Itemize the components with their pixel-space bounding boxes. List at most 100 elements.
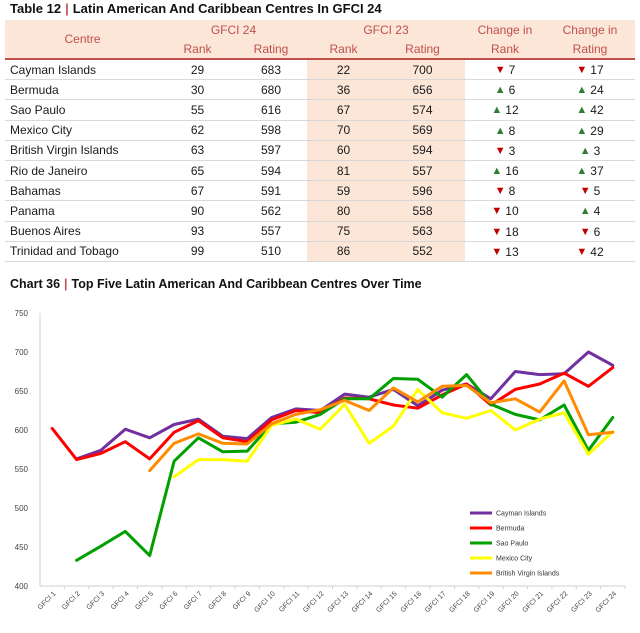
rank-23: 22 — [307, 59, 380, 81]
y-tick-label: 600 — [15, 426, 29, 435]
change-rank-value: 3 — [508, 143, 516, 158]
x-tick-label: GFCI 15 — [375, 590, 399, 614]
x-tick-label: GFCI 11 — [278, 590, 301, 613]
change-rating: ▼ 5 — [545, 180, 635, 202]
change-rating-value: 6 — [593, 224, 601, 239]
header-change-rank-2: Rank — [465, 39, 545, 60]
table-row: Buenos Aires 93 557 75 563 ▼ 18 ▼ 6 — [5, 221, 635, 242]
header-centre: Centre — [5, 20, 160, 60]
change-rating-value: 5 — [593, 184, 601, 199]
arrow-down-icon: ▼ — [491, 205, 503, 218]
x-tick-label: GFCI 7 — [183, 590, 204, 611]
rating-23: 569 — [380, 120, 465, 141]
change-rank-value: 8 — [508, 123, 516, 138]
gfci-table: Centre GFCI 24 GFCI 23 Change in Change … — [5, 20, 635, 262]
rank-24: 99 — [160, 241, 235, 262]
rating-24: 557 — [235, 221, 307, 242]
legend-label: Sao Paulo — [496, 541, 528, 548]
arrow-down-icon: ▼ — [579, 225, 591, 238]
arrow-up-icon: ▲ — [491, 165, 503, 178]
change-rating-value: 17 — [590, 63, 604, 78]
x-tick-label: GFCI 5 — [134, 590, 155, 611]
rank-24: 55 — [160, 99, 235, 121]
change-rating: ▲ 24 — [545, 79, 635, 101]
change-rank-value: 10 — [505, 204, 519, 219]
centre-name: Sao Paulo — [5, 99, 160, 121]
header-change-rank-1: Change in — [465, 20, 545, 39]
rank-23: 75 — [307, 221, 380, 242]
table-row: Rio de Janeiro 65 594 81 557 ▲ 16 ▲ 37 — [5, 160, 635, 182]
x-tick-label: GFCI 17 — [424, 590, 448, 614]
change-rating-value: 42 — [590, 244, 604, 259]
table-row: Bahamas 67 591 59 596 ▼ 8 ▼ 5 — [5, 180, 635, 202]
centre-name: Bermuda — [5, 79, 160, 101]
arrow-down-icon: ▼ — [494, 185, 506, 198]
change-rank: ▲ 16 — [465, 160, 545, 182]
y-tick-label: 650 — [15, 387, 29, 396]
rating-23: 596 — [380, 180, 465, 202]
centre-name: Rio de Janeiro — [5, 160, 160, 182]
x-tick-label: GFCI 12 — [302, 590, 326, 614]
change-rank-value: 12 — [505, 103, 519, 118]
rank-23: 70 — [307, 120, 380, 141]
x-tick-label: GFCI 16 — [400, 590, 424, 614]
centre-name: Buenos Aires — [5, 221, 160, 242]
x-tick-label: GFCI 23 — [570, 590, 594, 614]
change-rating-value: 29 — [590, 123, 604, 138]
change-rank: ▲ 6 — [465, 79, 545, 101]
change-rating-value: 4 — [593, 204, 601, 219]
change-rating-value: 3 — [593, 143, 601, 158]
table-row: British Virgin Islands 63 597 60 594 ▼ 3 ▲ 3 — [5, 140, 635, 161]
rating-23: 700 — [380, 59, 465, 81]
rank-24: 29 — [160, 59, 235, 81]
change-rating: ▼ 17 — [545, 59, 635, 81]
table-title: Table 12 | Latin American And Caribbean Ce… — [10, 1, 382, 16]
rating-23: 574 — [380, 99, 465, 121]
table-title-text: Latin American And Caribbean Centres In … — [72, 1, 382, 16]
series-line-3 — [172, 387, 615, 479]
change-rank: ▼ 8 — [465, 180, 545, 202]
x-tick-label: GFCI 18 — [448, 590, 472, 614]
rank-23: 59 — [307, 180, 380, 202]
legend-label: Cayman Islands — [496, 511, 547, 518]
x-tick-label: GFCI 10 — [253, 590, 277, 614]
header-gfci24: GFCI 24 — [160, 20, 307, 39]
rating-23: 552 — [380, 241, 465, 262]
arrow-up-icon: ▲ — [576, 165, 588, 178]
arrow-down-icon: ▼ — [494, 144, 506, 157]
chart-title-separator: | — [64, 277, 68, 291]
rating-24: 591 — [235, 180, 307, 202]
chart-title-text: Top Five Latin American And Caribbean Ce… — [71, 277, 422, 291]
arrow-up-icon: ▲ — [494, 124, 506, 137]
rank-23: 80 — [307, 200, 380, 222]
rank-24: 67 — [160, 180, 235, 202]
change-rank-value: 16 — [505, 164, 519, 179]
header-rank-24: Rank — [160, 39, 235, 60]
centre-name: Bahamas — [5, 180, 160, 202]
arrow-down-icon: ▼ — [491, 225, 503, 238]
x-tick-label: GFCI 1 — [37, 590, 58, 611]
rating-23: 563 — [380, 221, 465, 242]
y-tick-label: 500 — [15, 504, 29, 513]
rating-23: 656 — [380, 79, 465, 101]
arrow-up-icon: ▲ — [579, 205, 591, 218]
rating-23: 594 — [380, 140, 465, 161]
x-tick-label: GFCI 21 — [521, 590, 545, 614]
x-tick-label: GFCI 8 — [207, 590, 228, 611]
rating-24: 598 — [235, 120, 307, 141]
rank-24: 93 — [160, 221, 235, 242]
change-rank-value: 18 — [505, 224, 519, 239]
table-row: Trinidad and Tobago 99 510 86 552 ▼ 13 ▼ 42 — [5, 241, 635, 262]
centre-name: Panama — [5, 200, 160, 222]
x-tick-label: GFCI 24 — [595, 590, 619, 614]
change-rating-value: 37 — [590, 164, 604, 179]
rank-24: 65 — [160, 160, 235, 182]
centre-name: British Virgin Islands — [5, 140, 160, 161]
table-row: Bermuda 30 680 36 656 ▲ 6 ▲ 24 — [5, 79, 635, 101]
table-row: Panama 90 562 80 558 ▼ 10 ▲ 4 — [5, 200, 635, 222]
series-line-4 — [148, 379, 615, 473]
rank-24: 90 — [160, 200, 235, 222]
rating-24: 510 — [235, 241, 307, 262]
x-tick-label: GFCI 13 — [326, 590, 350, 614]
rank-23: 86 — [307, 241, 380, 262]
